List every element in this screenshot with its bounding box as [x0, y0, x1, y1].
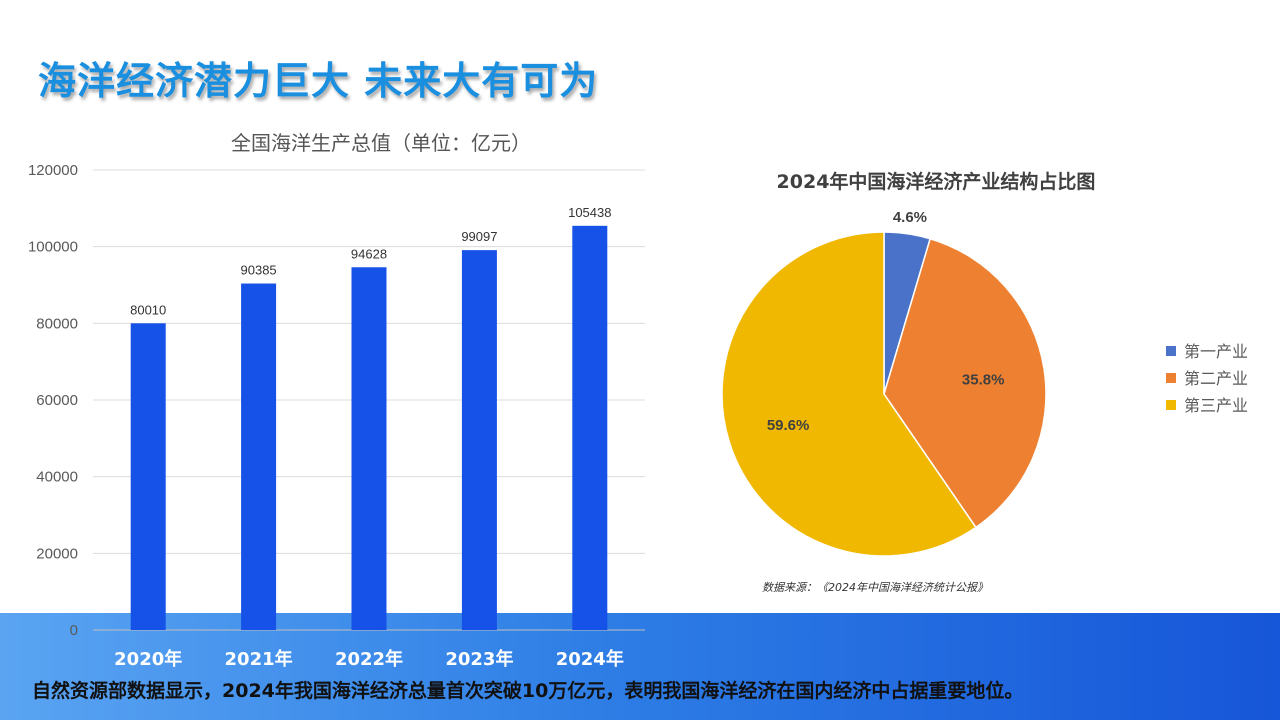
pie-value-label: 4.6%	[893, 209, 927, 226]
y-tick-label: 40000	[36, 469, 78, 486]
bar-data-label: 99097	[461, 229, 497, 244]
y-tick-label: 120000	[28, 162, 78, 179]
x-tick-label: 2022年	[335, 648, 403, 670]
legend-swatch-第三产业	[1166, 400, 1176, 410]
legend-swatch-第一产业	[1166, 346, 1176, 356]
legend-label: 第一产业	[1184, 342, 1248, 361]
bottom-banner	[0, 613, 1280, 720]
bar-data-label: 94628	[351, 246, 387, 261]
bar-data-label: 90385	[241, 263, 277, 278]
legend-label: 第三产业	[1184, 396, 1248, 415]
x-tick-label: 2024年	[556, 648, 624, 670]
bar-2020年	[130, 323, 166, 630]
bar-2023年	[461, 250, 497, 630]
y-tick-label: 20000	[36, 545, 78, 562]
footer-caption: 自然资源部数据显示，2024年我国海洋经济总量首次突破10万亿元，表明我国海洋经…	[32, 680, 1024, 702]
pie-chart-title: 2024年中国海洋经济产业结构占比图	[777, 170, 1096, 193]
legend-swatch-第二产业	[1166, 373, 1176, 383]
y-tick-label: 0	[70, 622, 78, 639]
pie-chart-svg: 2024年中国海洋经济产业结构占比图 4.6% 35.8% 59.6% 第一产业第二产业…	[721, 170, 1248, 594]
bar-chart: 全国海洋生产总值（单位：亿元） 0 20000 40000 60000 80000 1000…	[0, 120, 660, 680]
bar-2022年	[351, 267, 387, 630]
x-tick-label: 2020年	[114, 648, 182, 670]
pie-value-label: 59.6%	[767, 417, 810, 434]
bar-data-label: 80010	[130, 302, 166, 317]
pie-source-note: 数据来源：《2024年中国海洋经济统计公报》	[762, 581, 988, 594]
legend-label: 第二产业	[1184, 369, 1248, 388]
slide-title: 海洋经济潜力巨大 未来大有可为	[38, 59, 599, 103]
x-tick-label: 2023年	[445, 648, 513, 670]
bar-chart-svg: 全国海洋生产总值（单位：亿元） 0 20000 40000 60000 80000 1000…	[28, 131, 645, 670]
y-tick-label: 80000	[36, 315, 78, 332]
y-tick-label: 60000	[36, 392, 78, 409]
pie-value-label: 35.8%	[962, 371, 1005, 388]
bar-2024年	[572, 225, 608, 631]
bar-data-label: 105438	[568, 205, 611, 220]
bar-chart-title: 全国海洋生产总值（单位：亿元）	[231, 131, 531, 155]
pie-chart: 2024年中国海洋经济产业结构占比图 4.6% 35.8% 59.6% 第一产业第二产业…	[700, 150, 1280, 610]
x-tick-label: 2021年	[225, 648, 293, 670]
bar-2021年	[241, 283, 277, 630]
y-tick-label: 100000	[28, 239, 78, 256]
pie-slice-第三产业	[721, 231, 977, 557]
pie-slice-第二产业	[883, 237, 1047, 529]
